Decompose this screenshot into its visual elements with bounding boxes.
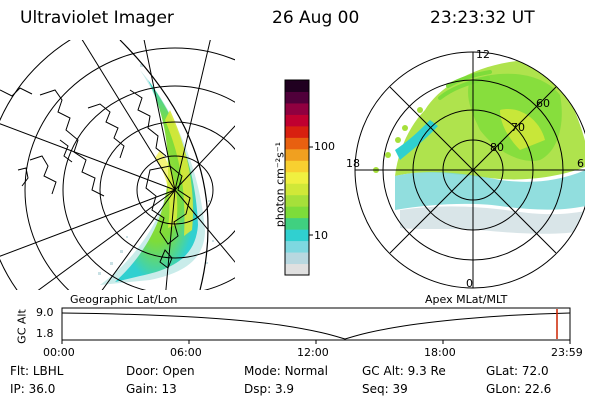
- apex-caption: Apex MLat/MLT: [425, 293, 508, 306]
- filter-info: Flt: LBHL: [10, 364, 63, 378]
- colorbar-cell: [285, 102, 309, 115]
- timeline-xtick-1200: 12:00: [297, 346, 329, 359]
- filter-label: Flt:: [10, 364, 29, 378]
- colorbar-cell: [285, 217, 309, 230]
- colorbar-cell: [285, 183, 309, 196]
- glon-label: GLon:: [486, 382, 521, 396]
- dsp-value: 3.9: [274, 382, 295, 396]
- time-label: 23:23:32 UT: [430, 8, 535, 28]
- timeline-xtick-0600: 06:00: [170, 346, 202, 359]
- dsp-info: Dsp: 3.9: [244, 382, 294, 396]
- colorbar-cell: [285, 148, 309, 161]
- mode-value: Normal: [284, 364, 328, 378]
- gain-info: Gain: 13: [126, 382, 177, 396]
- colorbar-cell: [285, 206, 309, 219]
- altitude-timeline: [61, 307, 571, 344]
- geographic-image-panel: [0, 40, 235, 290]
- colorbar-cell: [285, 252, 309, 265]
- timeline-xtick-0000: 00:00: [43, 346, 75, 359]
- glat-label: GLat:: [486, 364, 519, 378]
- mlt-label-0: 0: [466, 277, 473, 290]
- colorbar-unit-label: photon cm⁻²s⁻¹: [273, 141, 287, 228]
- colorbar-cell: [285, 80, 309, 92]
- dsp-label: Dsp:: [244, 382, 272, 396]
- colorbar-cell: [285, 240, 309, 253]
- door-value: Open: [162, 364, 195, 378]
- geo-earth-image: [0, 40, 235, 290]
- colorbar: [284, 79, 313, 276]
- timeline-y-axis-label: GC Alt: [15, 309, 29, 344]
- timeline-ytick-max: 9.0: [36, 306, 54, 319]
- mlat-label-80: 80: [490, 141, 504, 154]
- gcalt-value: 9.3 Re: [407, 364, 446, 378]
- colorbar-cell: [285, 160, 309, 173]
- ip-info: IP: 36.0: [10, 382, 55, 396]
- colorbar-cell: [285, 114, 309, 127]
- date-label: 26 Aug 00: [272, 8, 360, 28]
- colorbar-cell: [285, 91, 309, 104]
- gcalt-info: GC Alt: 9.3 Re: [362, 364, 446, 378]
- seq-info: Seq: 39: [362, 382, 408, 396]
- colorbar-cell: [285, 137, 309, 150]
- mlt-label-18: 18: [346, 157, 360, 170]
- mode-info: Mode: Normal: [244, 364, 328, 378]
- apex-polar-plot: [354, 51, 585, 289]
- mode-label: Mode:: [244, 364, 281, 378]
- glat-value: 72.0: [521, 364, 549, 378]
- filter-value: LBHL: [32, 364, 64, 378]
- glat-info: GLat: 72.0: [486, 364, 549, 378]
- seq-label: Seq:: [362, 382, 389, 396]
- colorbar-cell: [285, 171, 309, 184]
- seq-value: 39: [392, 382, 408, 396]
- door-label: Door:: [126, 364, 159, 378]
- gain-value: 13: [161, 382, 177, 396]
- glon-value: 22.6: [524, 382, 552, 396]
- mlat-label-60: 60: [536, 97, 550, 110]
- timeline-xtick-2359: 23:59: [551, 346, 583, 359]
- glon-info: GLon: 22.6: [486, 382, 551, 396]
- gain-label: Gain:: [126, 382, 158, 396]
- colorbar-gradient: [285, 80, 309, 276]
- instrument-title: Ultraviolet Imager: [20, 8, 174, 28]
- ip-label: IP:: [10, 382, 25, 396]
- coastline-outline: [0, 87, 191, 269]
- colorbar-tick-100: 100: [314, 140, 335, 153]
- timeline-xtick-1800: 18:00: [424, 346, 456, 359]
- colorbar-cell: [285, 194, 309, 207]
- colorbar-cell: [285, 229, 309, 242]
- door-info: Door: Open: [126, 364, 195, 378]
- ip-value: 36.0: [28, 382, 56, 396]
- mlt-label-6: 6: [577, 157, 584, 170]
- colorbar-tick-10: 10: [314, 229, 328, 242]
- colorbar-cell: [285, 263, 309, 276]
- timeline-ytick-min: 1.8: [36, 327, 54, 340]
- colorbar-cell: [285, 125, 309, 138]
- gcalt-label: GC Alt:: [362, 364, 404, 378]
- mlat-label-70: 70: [511, 121, 525, 134]
- geographic-caption: Geographic Lat/Lon: [70, 293, 178, 306]
- mlt-label-12: 12: [476, 48, 490, 61]
